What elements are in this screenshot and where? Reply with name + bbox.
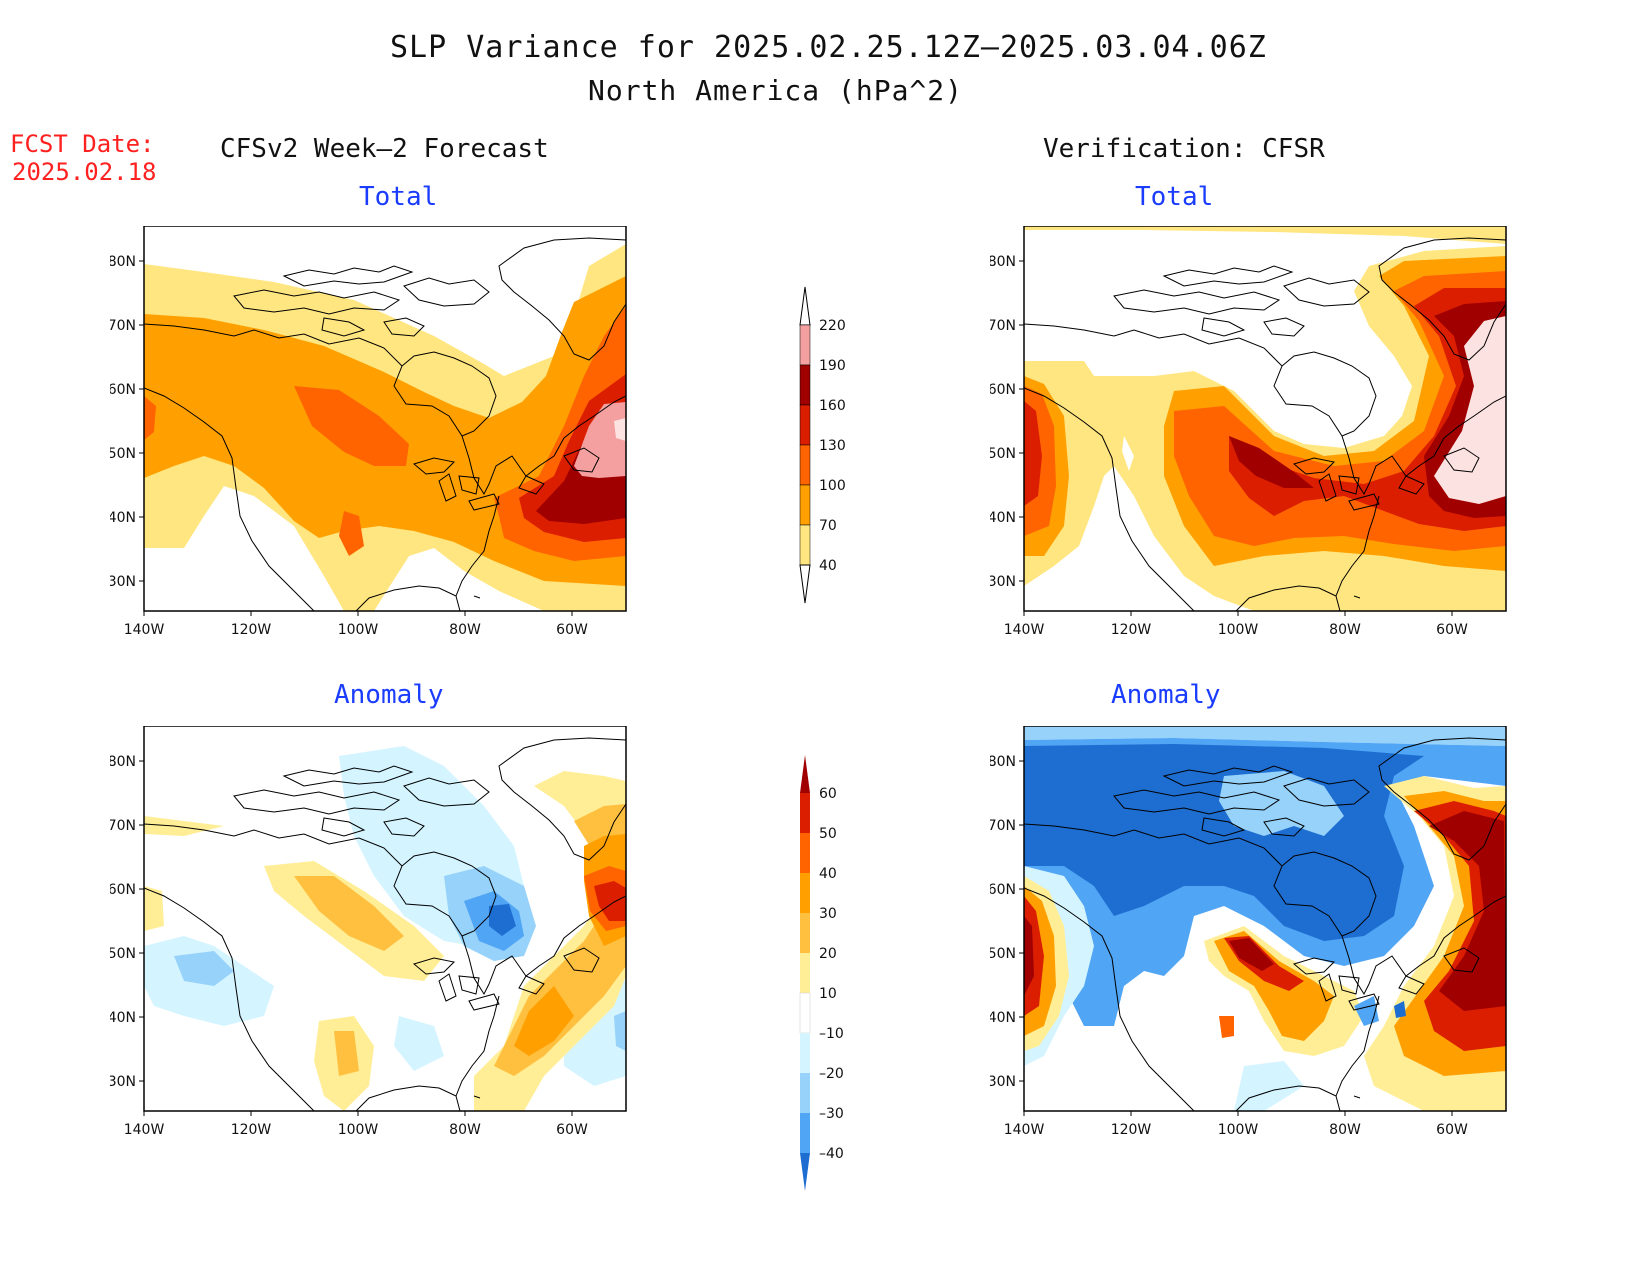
colorbar-swatch (800, 1033, 810, 1073)
fc-anomaly-title: Anomaly (334, 680, 444, 710)
figure-title: SLP Variance for 2025.02.25.12Z–2025.03.… (390, 30, 1267, 65)
colorbar-swatch (800, 833, 810, 873)
colorbar-swatch (800, 1113, 810, 1153)
forecast-heading: CFSv2 Week–2 Forecast (220, 134, 549, 164)
total-colorbar: 220 190 160 130 100 70 40 (795, 285, 875, 619)
colorbar-bottom-triangle (800, 1153, 810, 1191)
lon-label: 120W (231, 622, 272, 638)
lon-label: 60W (1436, 1122, 1468, 1138)
figure-subtitle: North America (hPa^2) (588, 74, 964, 107)
lat-label: 30N (110, 574, 136, 590)
colorbar-swatch (800, 913, 810, 953)
lat-label: 60N (110, 382, 136, 398)
lat-label: 50N (110, 946, 136, 962)
lon-label: 140W (124, 622, 165, 638)
lat-label: 60N (990, 882, 1016, 898)
colorbar-swatch (799, 444, 811, 486)
colorbar-swatch (800, 953, 810, 993)
colorbar-swatch (800, 793, 810, 833)
lon-label: 80W (1329, 622, 1361, 638)
colorbar-level: –30 (819, 1106, 844, 1122)
ver-total-title: Total (1135, 182, 1214, 212)
lon-label: 100W (338, 622, 379, 638)
lat-label: 40N (990, 1010, 1016, 1026)
colorbar-level: 190 (819, 358, 846, 374)
forecast-anomaly-map: 80N 70N 60N 50N 40N 30N 140W 120W 100W 8… (110, 726, 630, 1146)
lon-label: 140W (1004, 622, 1045, 638)
lat-label: 30N (990, 574, 1016, 590)
lon-label: 120W (1111, 1122, 1152, 1138)
colorbar-level: 50 (819, 826, 837, 842)
lat-label: 40N (110, 1010, 136, 1026)
anomaly-colorbar: 60 50 40 30 20 10 –10 –20 –30 –40 (795, 755, 875, 1219)
fc-total-title: Total (359, 182, 438, 212)
colorbar-level: –40 (819, 1146, 844, 1162)
lon-label: 140W (1004, 1122, 1045, 1138)
lat-label: 70N (110, 818, 136, 834)
lat-label: 80N (110, 754, 136, 770)
lat-label: 30N (990, 1074, 1016, 1090)
colorbar-level: 130 (819, 438, 846, 454)
lat-label: 60N (990, 382, 1016, 398)
colorbar-level: 100 (819, 478, 846, 494)
colorbar-level: 160 (819, 398, 846, 414)
lon-label: 100W (338, 1122, 379, 1138)
colorbar-swatch (799, 404, 811, 446)
verification-anomaly-map: 80N 70N 60N 50N 40N 30N 140W 120W 100W 8… (990, 726, 1510, 1146)
lon-label: 140W (124, 1122, 165, 1138)
colorbar-level: 60 (819, 786, 837, 802)
colorbar-top-triangle (799, 286, 811, 326)
verification-total-map: 80N 70N 60N 50N 40N 30N 140W 120W 100W 8… (990, 226, 1510, 646)
lat-label: 60N (110, 882, 136, 898)
verification-heading: Verification: CFSR (1043, 134, 1325, 164)
lat-label: 50N (990, 446, 1016, 462)
colorbar-top-triangle (800, 755, 810, 793)
colorbar-level: 220 (819, 318, 846, 334)
lat-label: 50N (110, 446, 136, 462)
colorbar-level: 20 (819, 946, 837, 962)
lon-label: 60W (556, 622, 588, 638)
ver-anomaly-title: Anomaly (1111, 680, 1221, 710)
colorbar-swatch (800, 873, 810, 913)
colorbar-level: 70 (819, 518, 837, 534)
colorbar-level: –20 (819, 1066, 844, 1082)
lat-label: 40N (990, 510, 1016, 526)
colorbar-swatch (799, 524, 811, 566)
colorbar-level: 10 (819, 986, 837, 1002)
lon-label: 80W (449, 1122, 481, 1138)
lon-label: 120W (231, 1122, 272, 1138)
lat-label: 70N (110, 318, 136, 334)
lat-label: 40N (110, 510, 136, 526)
fcst-date-label: FCST Date: (10, 130, 155, 158)
colorbar-swatch (799, 324, 811, 366)
lat-label: 80N (110, 254, 136, 270)
lon-label: 60W (556, 1122, 588, 1138)
lat-label: 30N (110, 1074, 136, 1090)
fcst-date-value: 2025.02.18 (12, 158, 157, 186)
lat-label: 80N (990, 254, 1016, 270)
lon-label: 120W (1111, 622, 1152, 638)
colorbar-swatch (799, 484, 811, 526)
colorbar-bottom-triangle (799, 564, 811, 604)
colorbar-level: –10 (819, 1026, 844, 1042)
lon-label: 80W (449, 622, 481, 638)
lat-label: 80N (990, 754, 1016, 770)
forecast-total-map: 80N 70N 60N 50N 40N 30N 140W 120W 100W 8… (110, 226, 630, 646)
colorbar-level: 40 (819, 558, 837, 574)
lon-label: 100W (1218, 622, 1259, 638)
lat-label: 70N (990, 318, 1016, 334)
lon-label: 100W (1218, 1122, 1259, 1138)
colorbar-level: 30 (819, 906, 837, 922)
colorbar-swatch (799, 992, 811, 1034)
lat-label: 70N (990, 818, 1016, 834)
lon-label: 80W (1329, 1122, 1361, 1138)
colorbar-swatch (800, 1073, 810, 1113)
colorbar-level: 40 (819, 866, 837, 882)
lon-label: 60W (1436, 622, 1468, 638)
lat-label: 50N (990, 946, 1016, 962)
colorbar-swatch (799, 364, 811, 406)
